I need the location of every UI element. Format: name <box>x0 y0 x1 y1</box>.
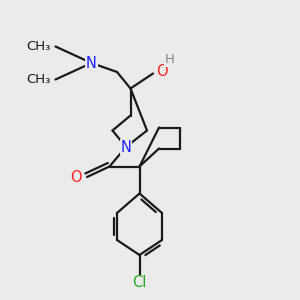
Text: O: O <box>70 169 82 184</box>
Text: CH₃: CH₃ <box>27 40 51 53</box>
Text: H: H <box>165 53 175 66</box>
Text: N: N <box>121 140 131 154</box>
Text: Cl: Cl <box>132 275 147 290</box>
Text: O: O <box>156 64 168 80</box>
Text: N: N <box>86 56 97 70</box>
Text: CH₃: CH₃ <box>27 73 51 86</box>
